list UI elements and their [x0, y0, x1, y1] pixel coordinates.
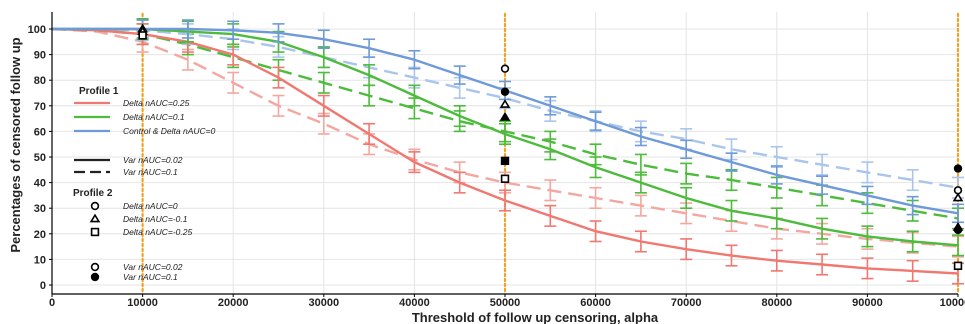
x-tick-label: 20000 — [218, 297, 249, 309]
profile2-point — [953, 164, 963, 173]
y-tick-label: 80 — [34, 75, 46, 87]
legend: Profile 1 Delta nAUC=0.25 Delta nAUC=0.1 Co… — [73, 86, 216, 282]
profile2-point — [953, 225, 963, 235]
profile2-point — [500, 174, 510, 183]
legend-key-shape — [90, 201, 100, 211]
y-tick-label: 50 — [34, 152, 46, 164]
y-tick-label: 100 — [28, 24, 46, 36]
legend-profile2-title: Profile 2 — [73, 188, 113, 199]
profile2-point — [500, 156, 510, 166]
profile2-points — [137, 23, 964, 270]
x-tick-label: 0 — [49, 297, 55, 309]
x-tick-label: 90000 — [852, 297, 883, 309]
y-axis-title: Percentages of censored follow up — [8, 37, 23, 252]
legend-key-shape — [90, 262, 100, 272]
legend-item-label: Delta nAUC=-0.1 — [123, 214, 188, 224]
x-tick-label: 70000 — [671, 297, 702, 309]
y-tick-label: 10 — [34, 254, 46, 266]
legend-key-shape — [89, 213, 101, 223]
legend-item-label: Delta nAUC=-0.25 — [123, 227, 192, 237]
y-tick-label: 30 — [34, 203, 46, 215]
y-tick-label: 90 — [34, 50, 46, 62]
series-1 — [51, 23, 964, 285]
profile2-point — [500, 87, 510, 96]
y-tick-label: 40 — [34, 178, 46, 190]
legend-item-label: Delta nAUC=0 — [123, 201, 178, 211]
profile2-point — [499, 111, 511, 121]
x-tick-label: 30000 — [309, 297, 340, 309]
x-tick-label: 80000 — [762, 297, 793, 309]
x-tick-label: 50000 — [490, 297, 521, 309]
legend-item-label: Var nAUC=0.1 — [123, 272, 178, 282]
x-tick-label: 100000 — [940, 297, 965, 309]
y-tick-label: 70 — [34, 101, 46, 113]
series-line — [51, 27, 959, 248]
profile2-point — [499, 99, 511, 108]
legend-profile1-title: Profile 1 — [79, 86, 119, 97]
y-tick-label: 20 — [34, 229, 46, 241]
y-tick-label: 60 — [34, 126, 46, 138]
profile2-point — [500, 64, 510, 73]
legend-item-label: Control & Delta nAUC=0 — [123, 126, 216, 136]
legend-item-label: Delta nAUC=0.1 — [123, 112, 185, 122]
legend-key-shape — [90, 227, 100, 237]
profile2-point — [138, 31, 147, 40]
legend-item-label: Delta nAUC=0.25 — [123, 98, 190, 108]
x-tick-label: 10000 — [127, 297, 158, 309]
legend-item-label: Var nAUC=0.02 — [123, 262, 183, 272]
y-tick-label: 0 — [40, 280, 46, 292]
profile2-point — [953, 261, 963, 270]
legend-key-shape — [90, 272, 100, 282]
legend-item-label: Var nAUC=0.1 — [123, 167, 178, 177]
profile2-point — [952, 192, 964, 202]
x-tick-label: 60000 — [580, 297, 611, 309]
series-line — [52, 27, 959, 189]
series-2 — [52, 17, 964, 257]
x-tick-label: 40000 — [399, 297, 430, 309]
legend-item-label: Var nAUC=0.02 — [123, 155, 183, 165]
x-axis-title: Threshold of follow up censoring, alpha — [412, 310, 659, 324]
